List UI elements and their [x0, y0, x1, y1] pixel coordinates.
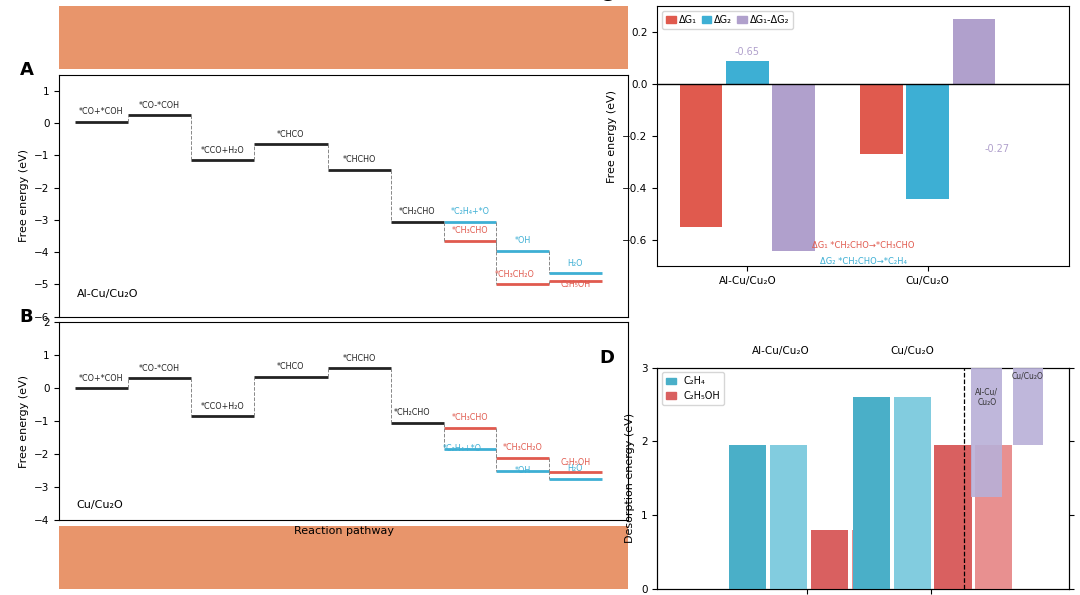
Text: C₂H₅OH: C₂H₅OH [561, 458, 591, 466]
Text: *CH₂CHO: *CH₂CHO [399, 207, 435, 216]
Bar [975, 445, 1012, 589]
Y-axis label: Free energy (eV): Free energy (eV) [607, 90, 617, 183]
Text: *C₂H₄+*O: *C₂H₄+*O [443, 444, 482, 453]
Text: *CH₃CH₂O: *CH₃CH₂O [495, 270, 535, 279]
Y-axis label: Desorption energy (eV): Desorption energy (eV) [625, 414, 635, 543]
Bar [971, 331, 1002, 497]
Text: C: C [599, 0, 612, 5]
Text: D: D [599, 349, 615, 367]
Text: Cu/Cu₂O: Cu/Cu₂O [891, 346, 934, 356]
Legend: ΔG₁, ΔG₂, ΔG₁-ΔG₂: ΔG₁, ΔG₂, ΔG₁-ΔG₂ [662, 11, 793, 29]
Text: *CCO+H₂O: *CCO+H₂O [201, 146, 244, 155]
Text: *CCO+H₂O: *CCO+H₂O [201, 402, 244, 411]
Text: -0.27: -0.27 [984, 144, 1010, 154]
Text: -0.65: -0.65 [734, 47, 760, 57]
Legend: C₂H₄, C₂H₅OH: C₂H₄, C₂H₅OH [662, 372, 725, 405]
Text: Cu/Cu₂O: Cu/Cu₂O [77, 500, 123, 511]
X-axis label: Reaction pathway: Reaction pathway [294, 526, 393, 536]
Bar [770, 445, 807, 589]
Bar [860, 84, 903, 155]
Text: *OH: *OH [514, 236, 530, 245]
Text: ΔG₂ *CH₂CHO→*C₂H₄: ΔG₂ *CH₂CHO→*C₂H₄ [820, 257, 907, 266]
Bar [811, 530, 848, 589]
Text: Al-Cu/Cu₂O: Al-Cu/Cu₂O [77, 289, 138, 299]
Text: *CO-*COH: *CO-*COH [139, 364, 180, 373]
Bar [729, 445, 767, 589]
Bar [772, 84, 815, 251]
Text: ΔG₁ *CH₂CHO→*CH₃CHO: ΔG₁ *CH₂CHO→*CH₃CHO [812, 241, 915, 250]
Bar [906, 84, 949, 199]
Y-axis label: Free energy (eV): Free energy (eV) [18, 375, 29, 468]
Text: B: B [19, 308, 33, 326]
Text: *CHCO: *CHCO [278, 362, 305, 371]
Text: *CO+*COH: *CO+*COH [79, 374, 124, 383]
Bar [1013, 331, 1043, 445]
Text: *C₂H₄+*O: *C₂H₄+*O [450, 207, 489, 216]
Text: C₂H₅OH: C₂H₅OH [561, 280, 591, 289]
Text: *CO-*COH: *CO-*COH [139, 101, 180, 109]
Text: *CHCHO: *CHCHO [342, 354, 376, 363]
Text: Al-Cu/
Cu₂O: Al-Cu/ Cu₂O [975, 387, 998, 407]
Bar [852, 530, 889, 589]
Text: *CH₃CHO: *CH₃CHO [451, 414, 488, 422]
Text: Al-Cu/Cu₂O: Al-Cu/Cu₂O [752, 346, 810, 356]
Text: *CHCHO: *CHCHO [342, 155, 376, 164]
Bar [953, 19, 996, 84]
Bar [894, 397, 931, 589]
Text: Cu/Cu₂O: Cu/Cu₂O [1012, 372, 1044, 381]
Bar [853, 397, 890, 589]
Bar [726, 61, 769, 84]
Bar [934, 445, 972, 589]
Text: H₂O: H₂O [567, 259, 583, 268]
Text: *CH₃CH₂O: *CH₃CH₂O [502, 443, 542, 452]
Text: *CH₃CHO: *CH₃CHO [451, 227, 488, 236]
Text: A: A [19, 61, 33, 79]
Text: *CO+*COH: *CO+*COH [79, 107, 124, 116]
Bar [679, 84, 723, 227]
X-axis label: Reaction pathway: Reaction pathway [294, 322, 393, 332]
Text: *CHCO: *CHCO [278, 130, 305, 139]
Text: H₂O: H₂O [567, 464, 583, 474]
Text: *CH₂CHO: *CH₂CHO [394, 408, 430, 417]
Text: *OH: *OH [514, 466, 530, 475]
Y-axis label: Free energy (eV): Free energy (eV) [18, 149, 29, 242]
